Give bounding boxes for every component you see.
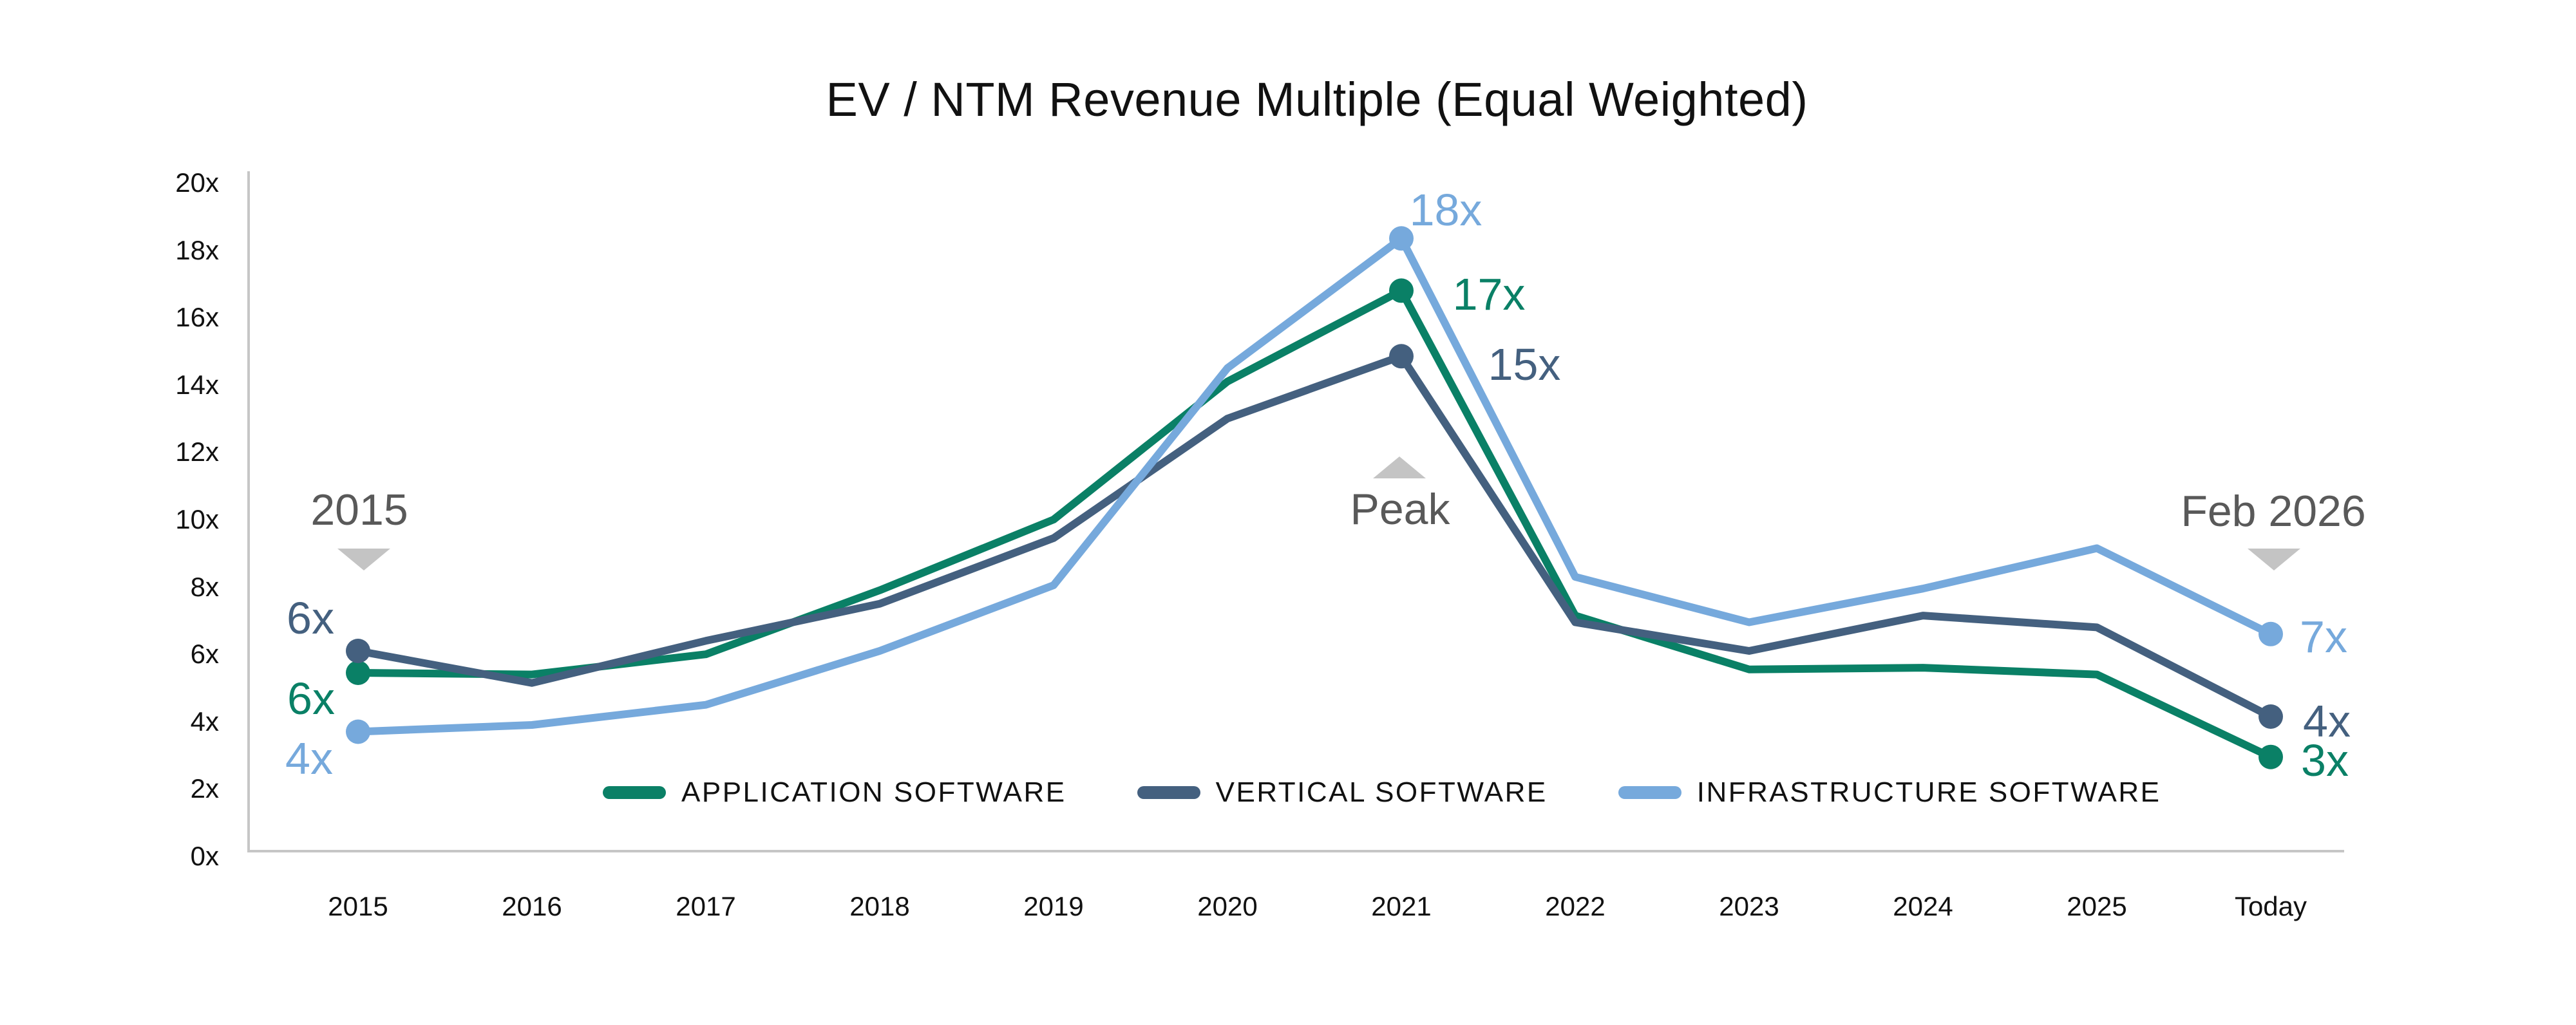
y-tick-label: 20x <box>175 167 219 198</box>
annotation-peak-application-value: 17x <box>1452 269 1526 319</box>
series-marker-0 <box>1389 278 1414 303</box>
infrastructure-series-swatch-icon <box>1618 786 1681 799</box>
series-line-2 <box>354 234 2275 736</box>
vertical-series-swatch-icon <box>1137 786 1200 799</box>
legend-item-vertical: VERTICAL SOFTWARE <box>1137 776 1548 809</box>
annotation-left-year: 2015 <box>310 485 408 534</box>
annotation-right-infrastructure-value: 7x <box>2300 612 2347 662</box>
legend-label: INFRASTRUCTURE SOFTWARE <box>1696 776 2161 808</box>
x-tick-label: Today <box>2234 891 2307 921</box>
annotation-right-vertical-value: 4x <box>2303 696 2351 746</box>
y-tick-label: 14x <box>175 369 219 400</box>
x-tick-label: 2016 <box>502 891 562 921</box>
x-tick-label: 2020 <box>1197 891 1258 921</box>
chart-legend: APPLICATION SOFTWARE VERTICAL SOFTWARE I… <box>603 776 2161 809</box>
annotation-left-infrastructure-value: 4x <box>285 733 333 784</box>
series-marker-0 <box>346 661 370 685</box>
x-tick-label: 2023 <box>1719 891 1779 921</box>
series-marker-0 <box>2259 744 2283 769</box>
legend-item-application: APPLICATION SOFTWARE <box>603 776 1066 809</box>
series-marker-2 <box>1389 226 1414 251</box>
annotation-peak-vertical-value: 15x <box>1488 339 1561 390</box>
y-tick-label: 8x <box>190 571 219 602</box>
y-tick-label: 16x <box>175 302 219 333</box>
annotation-left-application-value: 6x <box>287 673 335 724</box>
legend-item-infrastructure: INFRASTRUCTURE SOFTWARE <box>1618 776 2161 809</box>
application-series-swatch-icon <box>603 786 666 799</box>
series-line-0 <box>354 287 2275 761</box>
y-tick-label: 18x <box>175 234 219 265</box>
y-tick-label: 6x <box>190 639 219 670</box>
chart-title: EV / NTM Revenue Multiple (Equal Weighte… <box>826 73 1808 126</box>
legend-label: APPLICATION SOFTWARE <box>681 776 1066 808</box>
series-marker-2 <box>346 719 370 744</box>
x-tick-label: 2021 <box>1371 891 1432 921</box>
x-tick-label: 2025 <box>2067 891 2127 921</box>
x-tick-label: 2018 <box>849 891 910 921</box>
triangle-down-icon <box>2248 549 2300 570</box>
annotation-peak-infrastructure-value: 18x <box>1409 185 1482 235</box>
triangle-down-icon <box>337 549 390 570</box>
annotation-right-application-value: 3x <box>2301 735 2349 785</box>
x-tick-label: 2015 <box>328 891 388 921</box>
triangle-up-icon <box>1373 456 1426 478</box>
annotation-right-year: Feb 2026 <box>2181 487 2366 536</box>
series-line-1 <box>354 352 2275 720</box>
y-tick-label: 12x <box>175 437 219 467</box>
y-tick-label: 0x <box>190 841 219 871</box>
y-tick-label: 10x <box>175 504 219 534</box>
x-tick-label: 2022 <box>1545 891 1605 921</box>
annotation-peak-label: Peak <box>1350 485 1450 534</box>
series-marker-1 <box>2259 704 2283 729</box>
x-tick-label: 2017 <box>676 891 736 921</box>
series-marker-1 <box>346 639 370 663</box>
axis-lines <box>247 171 2344 852</box>
annotation-left-vertical-value: 6x <box>287 593 334 643</box>
x-tick-label: 2024 <box>1893 891 1953 921</box>
legend-label: VERTICAL SOFTWARE <box>1215 776 1548 808</box>
series-marker-1 <box>1389 344 1414 369</box>
y-tick-label: 4x <box>190 706 219 737</box>
x-tick-label: 2019 <box>1023 891 1084 921</box>
series-marker-2 <box>2259 621 2283 646</box>
y-tick-label: 2x <box>190 773 219 804</box>
